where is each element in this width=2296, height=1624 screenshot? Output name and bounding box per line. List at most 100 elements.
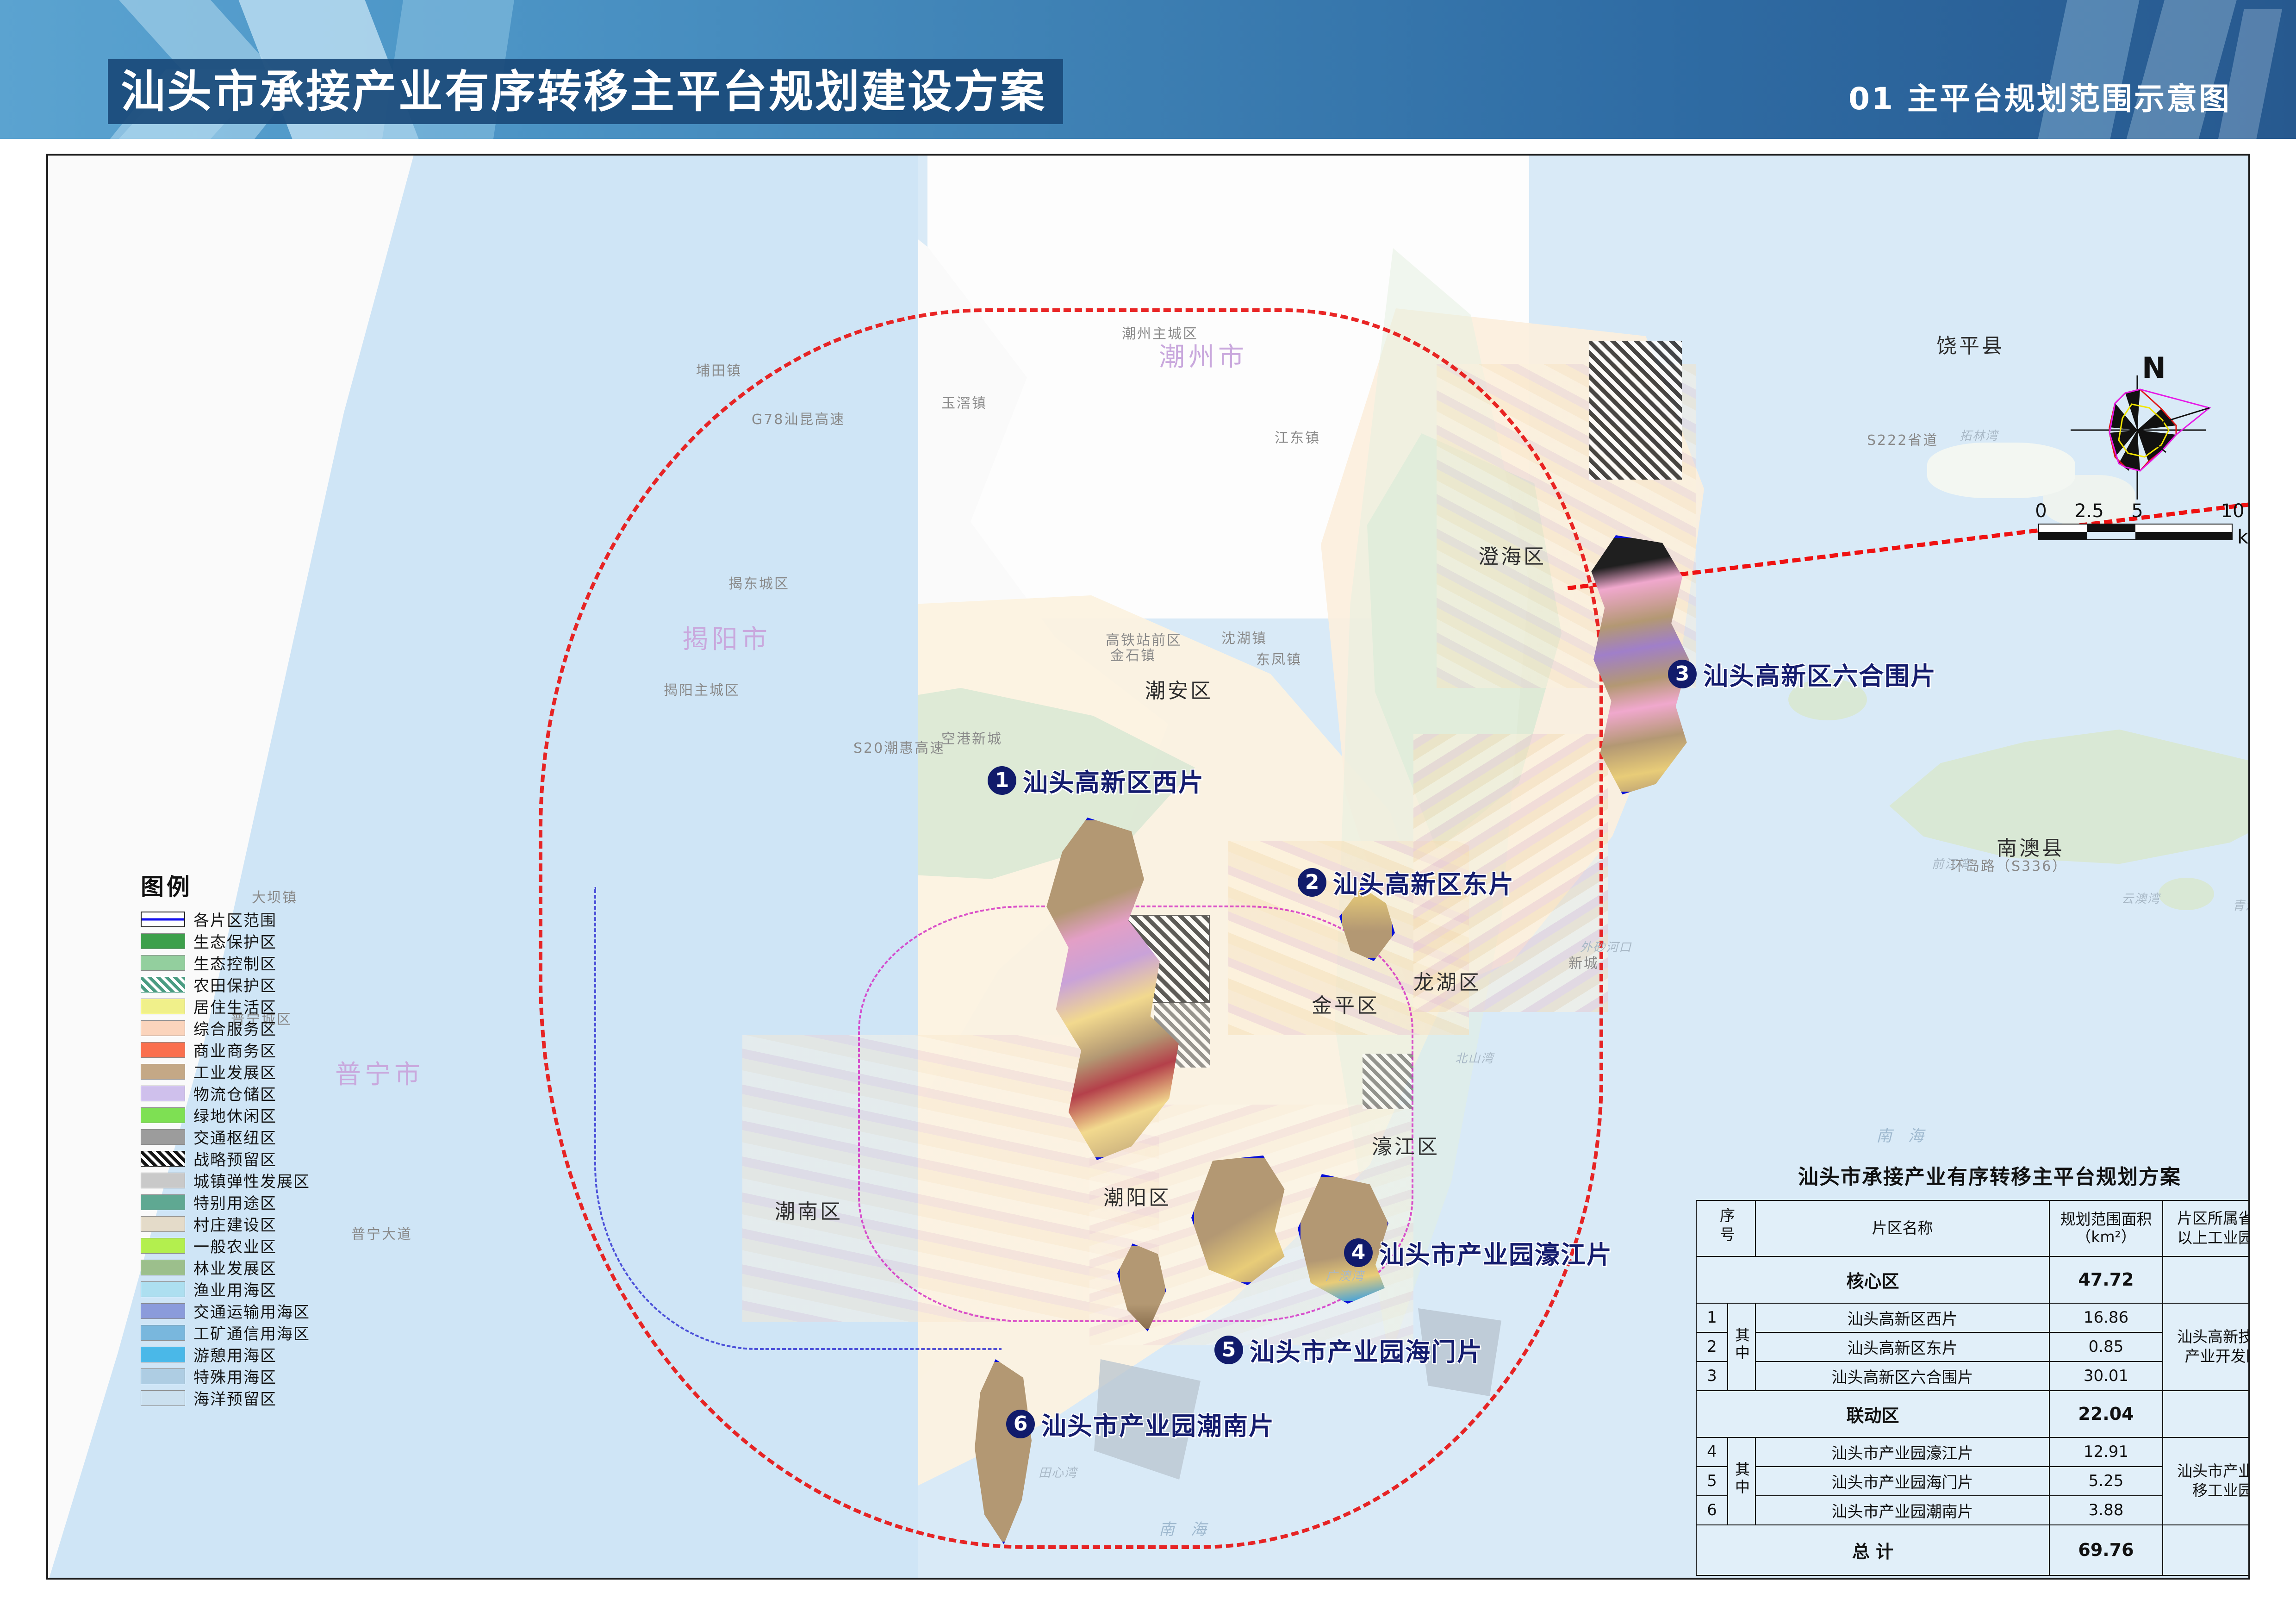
map-label-prefecture: 潮州市 bbox=[1159, 342, 1248, 372]
table-header-seq: 序号 bbox=[1696, 1200, 1756, 1257]
legend-label: 生态控制区 bbox=[193, 955, 277, 974]
zone-label-1[interactable]: 1 汕头高新区西片 bbox=[988, 762, 1204, 799]
legend-swatch bbox=[141, 1085, 185, 1101]
table-cell-area: 5.25 bbox=[2049, 1466, 2163, 1496]
legend-swatch bbox=[141, 1042, 185, 1058]
table-title: 汕头市承接产业有序转移主平台规划方案 bbox=[1798, 1165, 2181, 1189]
zone-label-4[interactable]: 4 汕头市产业园濠江片 bbox=[1344, 1234, 1612, 1271]
map-strategic-reserve-hatch bbox=[1589, 341, 1682, 480]
legend-row: 战略预留区 bbox=[141, 1148, 354, 1169]
legend-label: 林业发展区 bbox=[193, 1260, 277, 1278]
map-island bbox=[2159, 878, 2214, 910]
map-label-town: S20潮惠高速 bbox=[853, 740, 946, 756]
table-row: 6 汕头市产业园潮南片 3.88 bbox=[1696, 1495, 2248, 1525]
table-cell-area: 30.01 bbox=[2049, 1361, 2163, 1391]
legend-swatch bbox=[141, 1129, 185, 1145]
scale-bar-ticks: 0 2.5 5 10 bbox=[2035, 500, 2244, 524]
scale-tick-3: 10 bbox=[2221, 500, 2245, 522]
table-header-park: 片区所属省级以上工业园区 bbox=[2162, 1200, 2248, 1257]
legend-row: 工业发展区 bbox=[141, 1061, 354, 1082]
legend-label: 工矿通信用海区 bbox=[193, 1325, 310, 1343]
table-cell-area: 0.85 bbox=[2049, 1331, 2163, 1362]
legend-row: 渔业用海区 bbox=[141, 1278, 354, 1300]
map-label-town: 普宁大道 bbox=[351, 1226, 412, 1243]
zone-number-badge: 3 bbox=[1668, 659, 1697, 688]
map-label-bay: 云澳湾 bbox=[2122, 892, 2161, 906]
legend-label: 工业发展区 bbox=[193, 1064, 277, 1082]
map-label-town: S222省道 bbox=[1867, 432, 1939, 449]
zone-label-6[interactable]: 6 汕头市产业园潮南片 bbox=[1006, 1405, 1275, 1442]
table-cell-name: 汕头市产业园濠江片 bbox=[1755, 1437, 2050, 1467]
legend-row: 居住生活区 bbox=[141, 995, 354, 1017]
table-cell-area: 3.88 bbox=[2049, 1495, 2163, 1525]
zone-label-text: 汕头市产业园濠江片 bbox=[1379, 1240, 1612, 1269]
table-header-area: 规划范围面积 （km²） bbox=[2049, 1200, 2163, 1257]
map-label-sea: 南 海 bbox=[1876, 1127, 1929, 1145]
map-label-bay: 外砂河口 bbox=[1580, 941, 1632, 955]
legend-label: 一般农业区 bbox=[193, 1238, 277, 1256]
table-cell-name: 汕头高新区西片 bbox=[1755, 1302, 2050, 1333]
legend-label: 海洋预留区 bbox=[193, 1390, 277, 1409]
table-header-park-l1: 片区所属省级 bbox=[2177, 1209, 2248, 1227]
table-cell-seq: 3 bbox=[1696, 1361, 1728, 1391]
map-label-district: 潮安区 bbox=[1145, 679, 1213, 703]
planning-zone-4-shape[interactable] bbox=[1191, 1156, 1285, 1285]
scale-bar-graphic bbox=[2038, 524, 2233, 540]
map-label-town: 江东镇 bbox=[1275, 430, 1320, 446]
legend-row: 特别用途区 bbox=[141, 1191, 354, 1213]
table-header-area-l2: （km²） bbox=[2076, 1228, 2136, 1246]
table-total-park-blank bbox=[2162, 1524, 2248, 1576]
table-cell-park-l1: 汕头市产业转 bbox=[2177, 1462, 2248, 1480]
map-canvas[interactable]: 1 汕头高新区西片 2 汕头高新区东片 3 汕头高新区六合围片 4 汕头市产业园… bbox=[46, 154, 2250, 1580]
map-label-bay: 北山湾 bbox=[1455, 1052, 1494, 1066]
table-row: 2 汕头高新区东片 0.85 bbox=[1696, 1331, 2248, 1362]
table-cell-area: 12.91 bbox=[2049, 1437, 2163, 1467]
map-label-prefecture: 普宁市 bbox=[335, 1060, 424, 1090]
legend-label: 村庄建设区 bbox=[193, 1216, 277, 1235]
district-boundary-blue bbox=[594, 887, 1002, 1350]
legend-row: 生态保护区 bbox=[141, 930, 354, 952]
zone-number-badge: 2 bbox=[1298, 868, 1326, 897]
legend-swatch bbox=[141, 1107, 185, 1123]
city-administrative-boundary bbox=[539, 308, 1603, 1549]
legend-row: 物流仓储区 bbox=[141, 1082, 354, 1104]
sheet-subtitle: 01 主平台规划范围示意图 bbox=[1848, 81, 2231, 117]
legend-swatch bbox=[141, 1216, 185, 1232]
legend-row-boundary: 各片区范围 bbox=[141, 908, 354, 930]
legend-label: 物流仓储区 bbox=[193, 1086, 277, 1104]
map-label-town: 埔田镇 bbox=[696, 363, 742, 379]
zone-label-2[interactable]: 2 汕头高新区东片 bbox=[1298, 864, 1514, 900]
legend-label: 居住生活区 bbox=[193, 999, 277, 1017]
table-cell-qizhong-text: 其中 bbox=[1733, 1327, 1750, 1362]
legend-label: 生态保护区 bbox=[193, 933, 277, 952]
map-legend: 图例 各片区范围 生态保护区 生态控制区 农田保护区 居住生活区 综合服务区 商业商务区工… bbox=[141, 868, 354, 1409]
legend-row: 特殊用海区 bbox=[141, 1365, 354, 1387]
legend-swatch bbox=[141, 1259, 185, 1275]
table-cell-seq: 4 bbox=[1696, 1437, 1728, 1467]
map-label-district: 金平区 bbox=[1312, 994, 1380, 1018]
zone-label-3[interactable]: 3 汕头高新区六合围片 bbox=[1668, 656, 1936, 692]
map-label-district: 潮南区 bbox=[775, 1200, 843, 1224]
table-cell-area: 16.86 bbox=[2049, 1302, 2163, 1333]
zone-number-badge: 4 bbox=[1344, 1238, 1373, 1267]
map-label-district: 濠江区 bbox=[1372, 1135, 1440, 1159]
zone-label-text: 汕头市产业园潮南片 bbox=[1041, 1412, 1275, 1441]
scale-bar: 0 2.5 5 10 km bbox=[2035, 500, 2248, 548]
table-cell-name: 汕头高新区六合围片 bbox=[1755, 1361, 2050, 1391]
legend-label: 游憩用海区 bbox=[193, 1347, 277, 1365]
table-group-row: 核心区 47.72 bbox=[1696, 1255, 2248, 1304]
north-arrow-label: N bbox=[2142, 351, 2166, 385]
map-label-town: 玉滘镇 bbox=[941, 395, 987, 412]
zone-label-5[interactable]: 5 汕头市产业园海门片 bbox=[1214, 1331, 1483, 1368]
table-cell-seq: 1 bbox=[1696, 1302, 1728, 1333]
legend-swatch bbox=[141, 1346, 185, 1362]
legend-swatch bbox=[141, 1150, 185, 1167]
table-group-area: 47.72 bbox=[2049, 1255, 2163, 1304]
map-island bbox=[1927, 443, 2075, 498]
legend-swatch bbox=[141, 1194, 185, 1210]
table-cell-qizhong-text: 其中 bbox=[1733, 1461, 1750, 1497]
map-label-district: 饶平县 bbox=[1936, 334, 2004, 358]
legend-label: 渔业用海区 bbox=[193, 1281, 277, 1300]
table-cell-park: 汕头市产业转移工业园 bbox=[2162, 1437, 2248, 1525]
